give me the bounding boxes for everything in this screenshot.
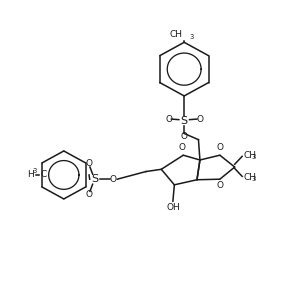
Text: S: S xyxy=(92,174,99,184)
Text: O: O xyxy=(196,115,203,125)
Text: O: O xyxy=(181,132,188,141)
Text: O: O xyxy=(85,159,93,168)
Text: 3: 3 xyxy=(251,154,255,160)
Text: H: H xyxy=(27,170,34,180)
Text: 3: 3 xyxy=(190,34,194,40)
Text: O: O xyxy=(85,190,93,199)
Text: 3: 3 xyxy=(251,176,255,182)
Text: CH: CH xyxy=(170,30,183,40)
Text: O: O xyxy=(178,143,185,152)
Text: OH: OH xyxy=(166,203,180,212)
Text: CH: CH xyxy=(244,173,256,182)
Text: O: O xyxy=(216,182,223,190)
Text: O: O xyxy=(110,175,117,184)
Text: 3: 3 xyxy=(33,168,37,174)
Text: O: O xyxy=(165,115,172,125)
Text: O: O xyxy=(216,143,223,152)
Text: C: C xyxy=(41,170,47,180)
Text: S: S xyxy=(181,116,188,126)
Text: CH: CH xyxy=(244,151,256,160)
